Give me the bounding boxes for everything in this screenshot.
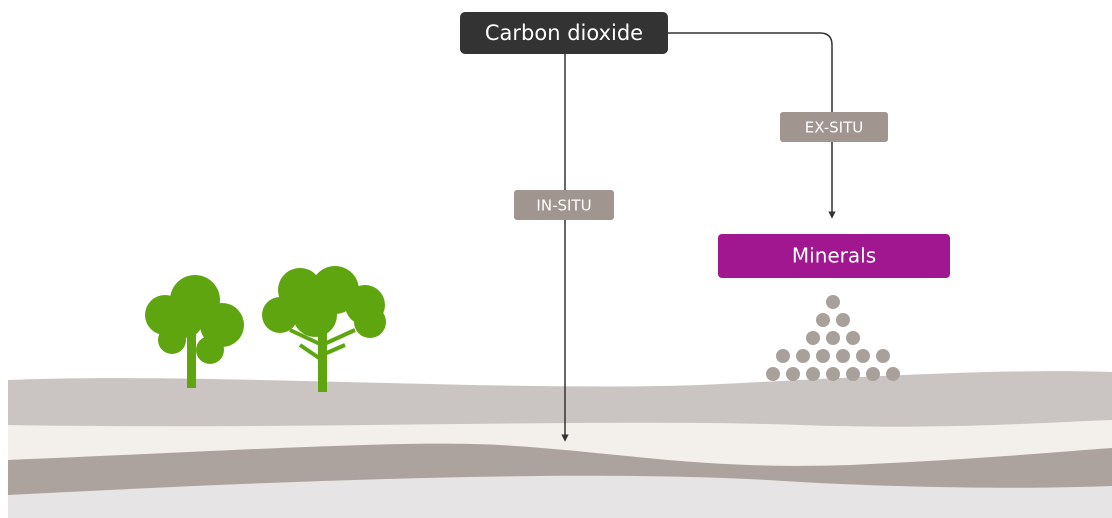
node-label: Carbon dioxide: [485, 21, 643, 45]
node: Carbon dioxide: [460, 12, 668, 54]
edge-label: IN-SITU: [536, 197, 591, 215]
tree: [145, 275, 244, 388]
pebbles: [766, 295, 900, 381]
edge-label: EX-SITU: [805, 119, 864, 137]
ground: [8, 371, 1112, 518]
node-label: Minerals: [792, 244, 876, 268]
diagram: Carbon dioxide Minerals IN-SITU EX-SITU: [0, 0, 1112, 518]
edge-label-box: EX-SITU: [780, 112, 888, 142]
edge-label-box: IN-SITU: [514, 190, 614, 220]
node: Minerals: [718, 234, 950, 278]
tree: [262, 266, 386, 392]
